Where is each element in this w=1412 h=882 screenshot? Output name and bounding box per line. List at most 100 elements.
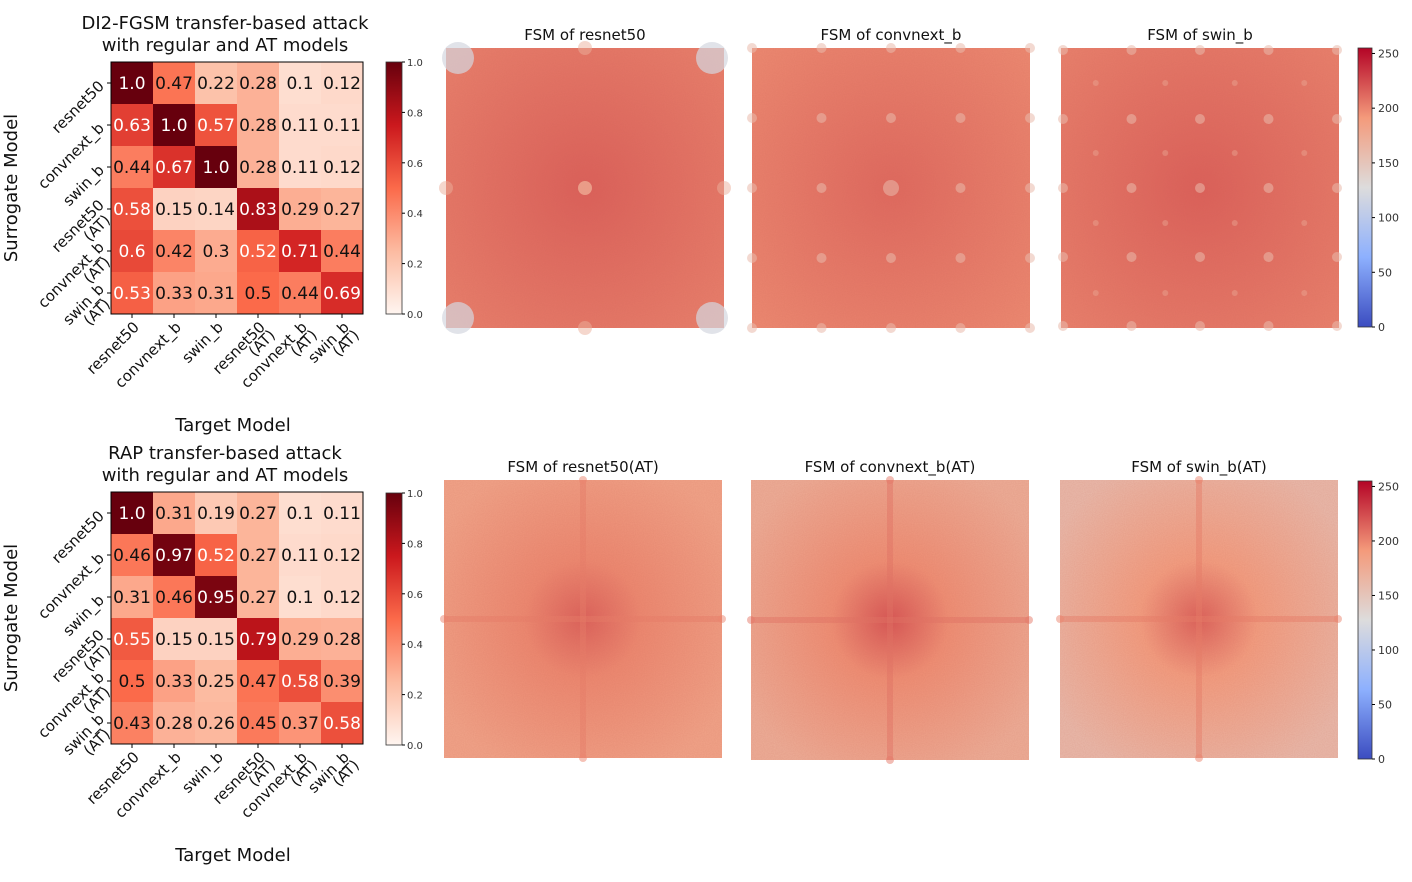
fsm-spot xyxy=(578,181,592,195)
colorbar xyxy=(1357,47,1373,328)
fsm-spot xyxy=(578,321,592,335)
fsm-spot xyxy=(1263,114,1274,124)
heatmap-cell xyxy=(279,188,321,230)
cell-label: 0.28 xyxy=(323,630,361,650)
heatmap-cell xyxy=(321,576,363,618)
fsm-spot xyxy=(1263,45,1274,55)
fsm-spot xyxy=(886,476,894,484)
heatmap-cell xyxy=(153,660,195,702)
heatmap-cell xyxy=(279,660,321,702)
fsm-bottom-row: FSM of resnet50(AT) FSM of convnext_b(AT)… xyxy=(440,458,1399,766)
fsm-spot xyxy=(1025,616,1033,624)
colorbar-tick-label: 0.6 xyxy=(407,159,423,170)
heatmap-cell xyxy=(237,146,279,188)
fsm-spot xyxy=(1092,290,1099,296)
fsm-title: FSM of resnet50(AT) xyxy=(507,458,658,476)
colorbar xyxy=(385,492,403,746)
heatmap-cell xyxy=(111,230,153,272)
fsm-title: FSM of swin_b(AT) xyxy=(1131,458,1267,477)
heatmap-cell xyxy=(111,492,153,534)
heatmap-cell xyxy=(321,104,363,146)
heatmap-cell xyxy=(111,534,153,576)
cell-label: 0.1 xyxy=(286,74,313,94)
colorbar-tick-label: 1.0 xyxy=(407,58,423,69)
fsm-spot xyxy=(1162,80,1169,86)
heatmap-cell xyxy=(195,492,237,534)
fsm-spot xyxy=(816,113,827,123)
fsm-spot xyxy=(1025,43,1035,53)
heatmap-cell xyxy=(237,660,279,702)
heatmap-cell xyxy=(195,660,237,702)
heatmap-cell xyxy=(153,702,195,744)
fsm-spot xyxy=(1231,220,1238,226)
heatmap-cell xyxy=(279,146,321,188)
heatmap-cell xyxy=(279,576,321,618)
fsm-spot xyxy=(1301,80,1308,86)
cell-label: 0.1 xyxy=(286,588,313,608)
heatmap-cell xyxy=(237,618,279,660)
cell-label: 0.55 xyxy=(113,630,151,650)
heatmap-cell xyxy=(195,702,237,744)
fsm-spot xyxy=(1126,45,1137,55)
heatmap-cell xyxy=(321,62,363,104)
fsm-noise xyxy=(1060,480,1338,758)
cell-label: 0.31 xyxy=(155,504,193,524)
fsm-spot xyxy=(1195,754,1203,762)
fsm-spot xyxy=(1332,183,1342,193)
cell-label: 0.12 xyxy=(323,158,361,178)
fsm-spot xyxy=(1195,45,1205,55)
fsm-spot xyxy=(1025,113,1035,123)
fsm-spot xyxy=(442,302,474,334)
cell-label: 0.45 xyxy=(239,714,277,734)
fsm-spot xyxy=(1301,290,1308,296)
heatmap-cell xyxy=(237,104,279,146)
fsm-spot xyxy=(1195,114,1205,124)
cell-label: 0.42 xyxy=(155,242,193,262)
heatmap-cell xyxy=(195,534,237,576)
cell-label: 0.12 xyxy=(323,588,361,608)
fsm-spot xyxy=(1162,220,1169,226)
x-axis-label: Target Model xyxy=(174,845,290,866)
colorbar-tick-label: 0.0 xyxy=(407,741,423,752)
fsm-spot xyxy=(579,754,587,762)
fsm-spot xyxy=(1195,183,1205,193)
cell-label: 0.6 xyxy=(118,242,145,262)
colorbar-tick-label: 50 xyxy=(1378,266,1392,279)
fsm-spot xyxy=(747,323,757,333)
colorbar-tick-label: 150 xyxy=(1378,157,1399,170)
cell-label: 0.31 xyxy=(197,284,235,304)
fsm-spot xyxy=(696,302,728,334)
heatmap-cell xyxy=(195,62,237,104)
fsm-spot xyxy=(1126,183,1137,193)
cell-label: 0.11 xyxy=(323,504,361,524)
cell-label: 0.79 xyxy=(239,630,277,650)
fsm-spot xyxy=(1195,321,1205,331)
cell-label: 0.19 xyxy=(197,504,235,524)
cell-label: 0.44 xyxy=(113,158,151,178)
heatmap-cell xyxy=(153,618,195,660)
heatmap-cell xyxy=(153,534,195,576)
heatmap-cell xyxy=(279,272,321,314)
heatmap-cell xyxy=(237,534,279,576)
heatmap-cell xyxy=(153,188,195,230)
fsm-spot xyxy=(1058,252,1068,262)
fsm-spot xyxy=(696,42,728,74)
cell-label: 0.31 xyxy=(113,588,151,608)
heatmap-cell xyxy=(237,188,279,230)
cell-label: 0.52 xyxy=(197,546,235,566)
heatmap-cell xyxy=(321,272,363,314)
fsm-spot xyxy=(1231,290,1238,296)
cell-label: 0.22 xyxy=(197,74,235,94)
cell-label: 0.33 xyxy=(155,284,193,304)
heatmap-cell xyxy=(111,104,153,146)
heatmap-cell xyxy=(321,230,363,272)
heatmap-cell xyxy=(279,618,321,660)
heatmap-cell xyxy=(111,576,153,618)
colorbar-tick-label: 0.2 xyxy=(407,260,423,271)
fsm-spot xyxy=(1058,183,1068,193)
fsm-spot xyxy=(1332,45,1342,55)
heatmap-cell xyxy=(111,62,153,104)
heatmap-cell xyxy=(111,618,153,660)
